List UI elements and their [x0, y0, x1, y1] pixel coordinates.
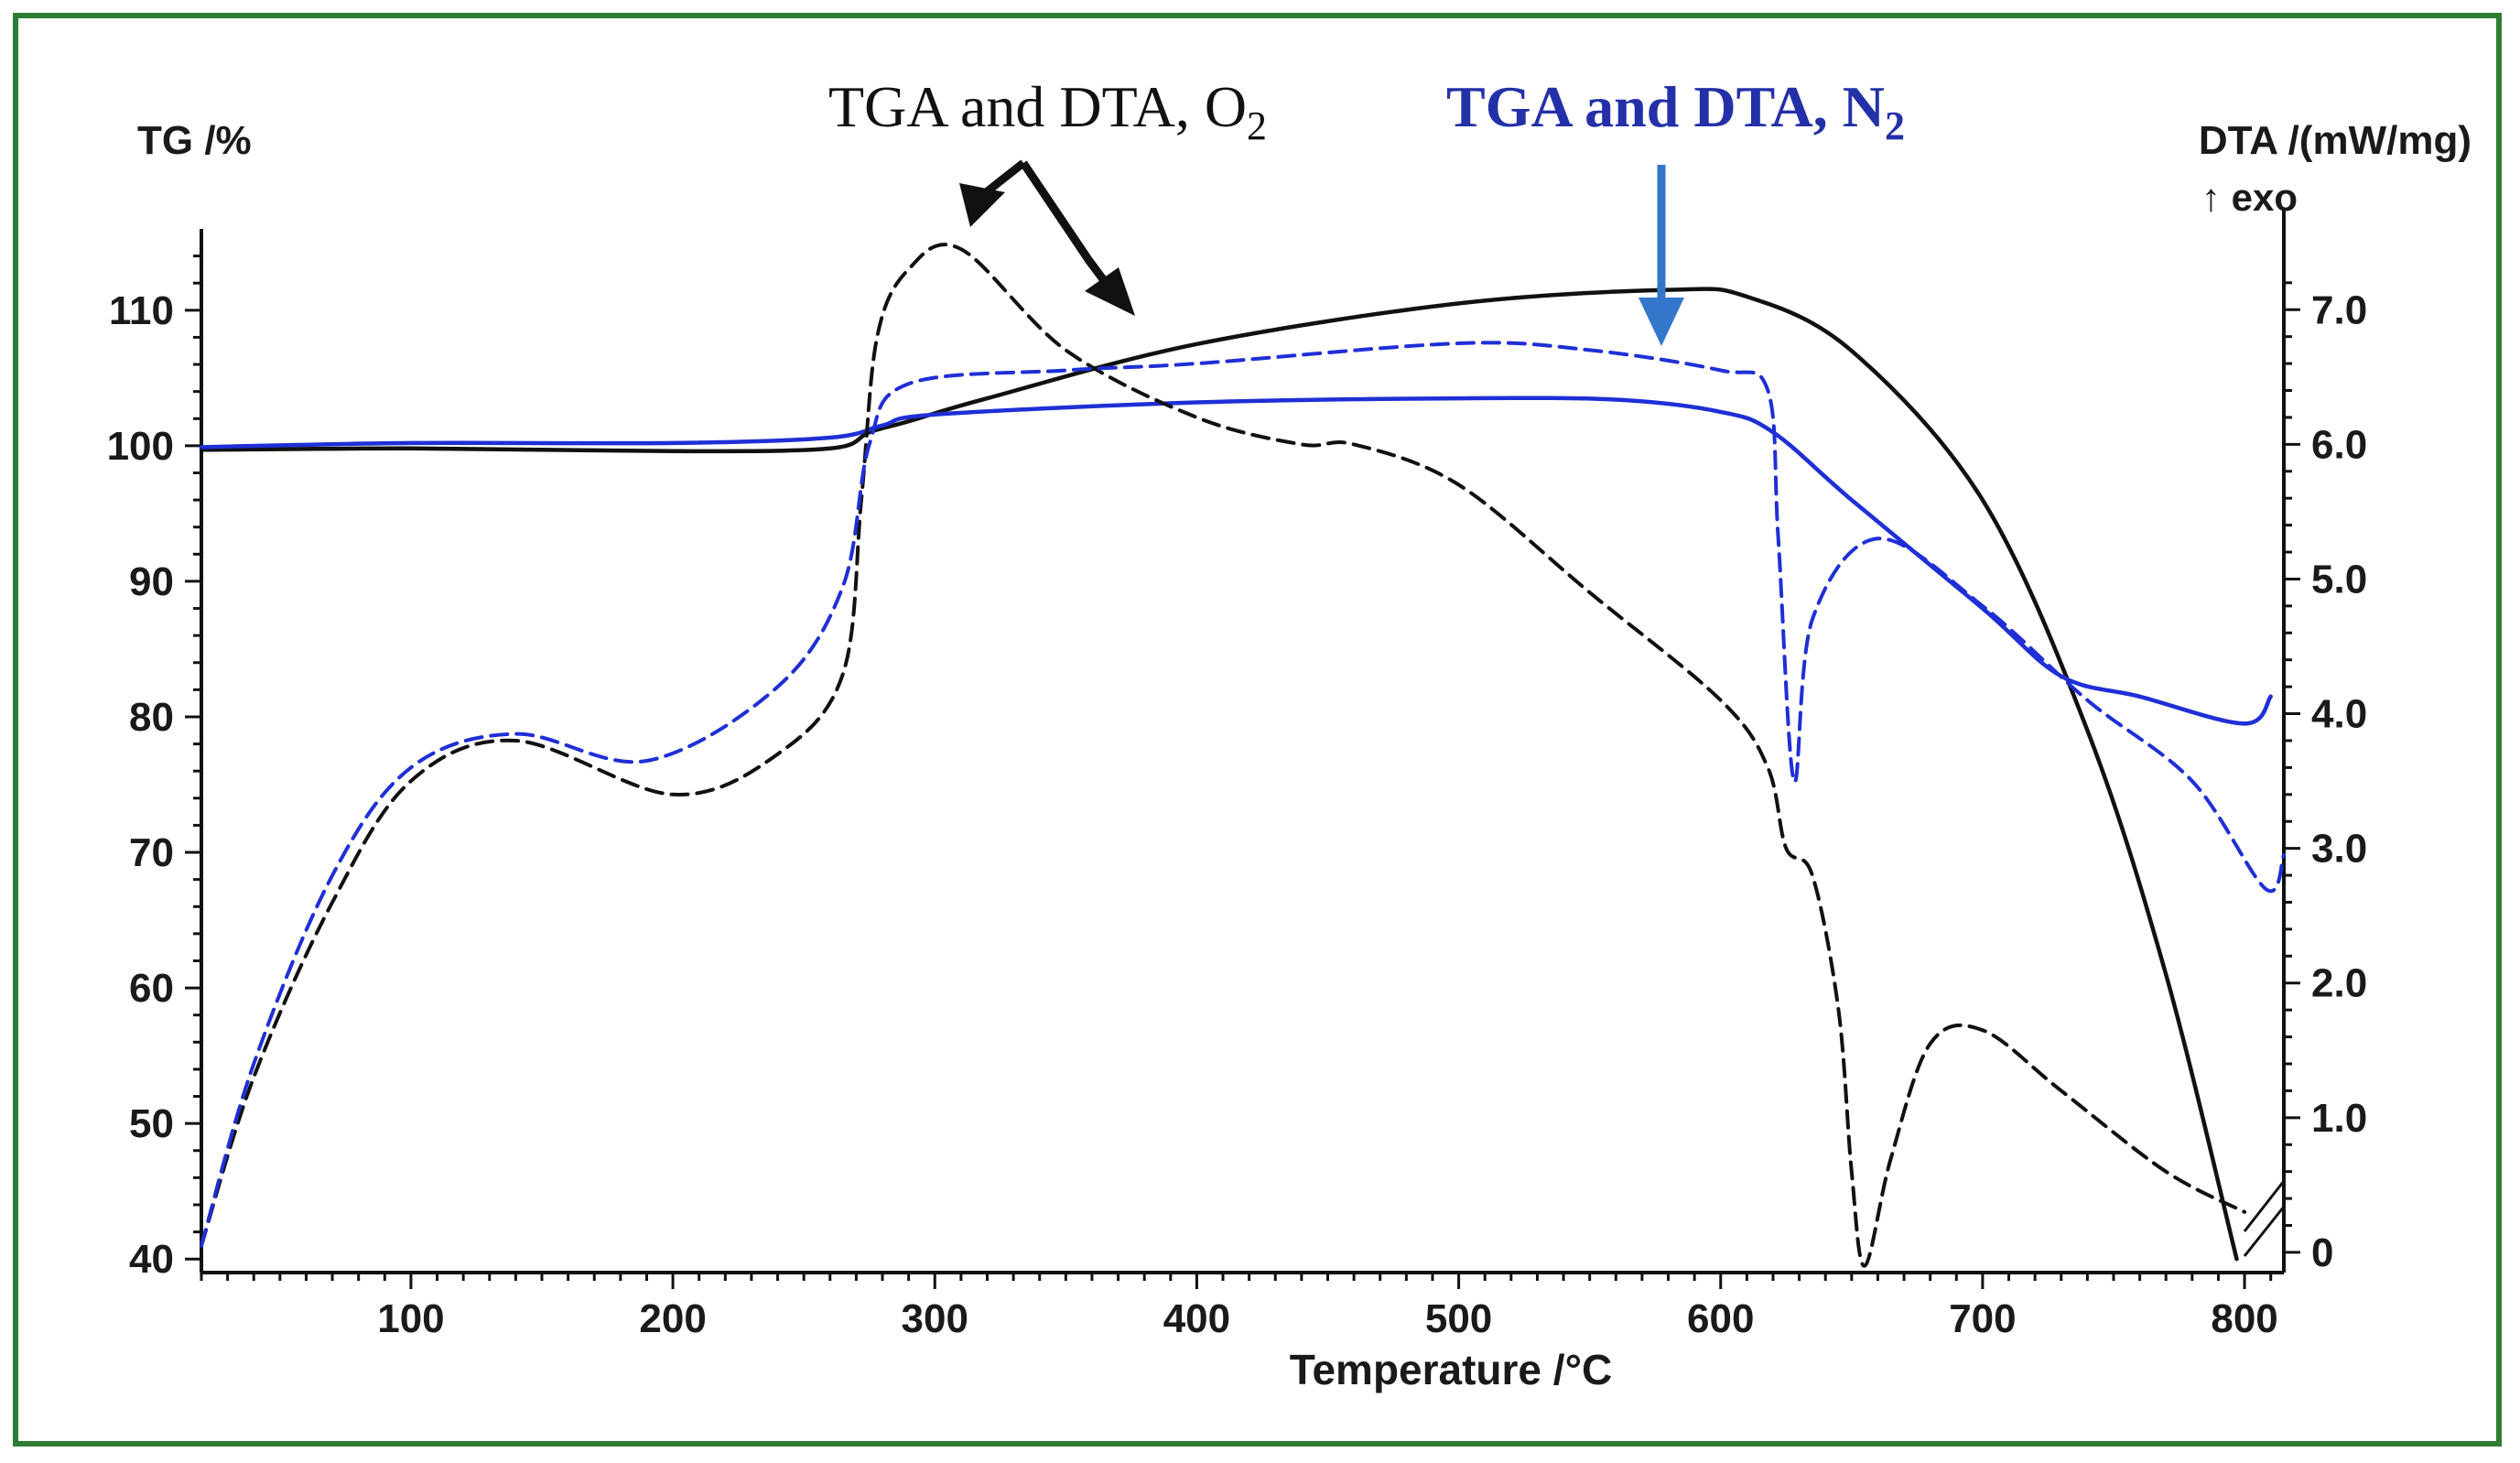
y-left-tick-label: 100 [107, 424, 174, 469]
axis-break-mark [2243, 1180, 2286, 1232]
annotation-n2: TGA and DTA, N2 [1446, 74, 1905, 148]
annotation-o2-text: TGA and DTA, O [828, 74, 1247, 139]
series-line-tga-o2 [199, 287, 2239, 1262]
y-left-tick-label: 110 [109, 288, 174, 333]
o2-arrow-right-head [1085, 267, 1135, 316]
y-right-tick-label: 0 [2311, 1230, 2333, 1275]
o2-arrow-right-shaft [1020, 160, 1107, 282]
y-axis-right-label: DTA /(mW/mg) [2199, 118, 2471, 163]
y-right-tick-label: 2.0 [2311, 961, 2367, 1006]
annotation-o2: TGA and DTA, O2 [828, 74, 1267, 148]
y-left-tick-label: 60 [129, 966, 174, 1011]
n2-arrow [1639, 165, 1684, 346]
annotation-n2-text: TGA and DTA, N [1446, 74, 1885, 139]
annotation-o2-subscript: 2 [1247, 103, 1267, 148]
n2-arrow-head [1639, 298, 1684, 346]
y-right-tick-label: 5.0 [2311, 557, 2367, 601]
tick-marks: 100 200 300 400 500 600 700 800 40 50 60 70 80 90 100 1… [107, 255, 2367, 1341]
x-tick-label: 400 [1163, 1296, 1230, 1341]
x-tick-label: 200 [639, 1296, 706, 1341]
y-right-tick-label: 1.0 [2311, 1096, 2367, 1141]
axis-break-mark [2243, 1206, 2286, 1257]
x-tick-label: 600 [1687, 1296, 1754, 1341]
axis-break-marks [2243, 1180, 2286, 1257]
x-axis-label: Temperature /°C [1290, 1346, 1612, 1393]
y-right-tick-label: 6.0 [2311, 422, 2367, 467]
y-left-tick-label: 90 [129, 559, 174, 604]
o2-arrow-left-head [959, 183, 1005, 227]
series-line-dta-n2 [200, 341, 2286, 1248]
y-right-tick-label: 4.0 [2311, 692, 2367, 737]
x-tick-label: 100 [377, 1296, 444, 1341]
x-tick-label: 300 [902, 1296, 968, 1341]
y-axis-right-exo-label: ↑ exo [2201, 176, 2298, 219]
x-tick-label: 500 [1425, 1296, 1492, 1341]
annotation-n2-subscript: 2 [1885, 103, 1905, 148]
o2-arrows [959, 159, 1135, 316]
x-tick-label: 800 [2211, 1296, 2277, 1341]
y-left-tick-label: 40 [129, 1237, 174, 1282]
y-right-tick-label: 7.0 [2311, 287, 2367, 332]
y-axis-left-label: TG /% [137, 118, 252, 163]
x-tick-label: 700 [1949, 1296, 2016, 1341]
y-left-tick-label: 80 [129, 695, 174, 740]
y-left-tick-label: 50 [129, 1101, 174, 1146]
series-line-tga-n2 [199, 396, 2273, 726]
series-layer [199, 243, 2286, 1268]
y-right-tick-label: 3.0 [2311, 827, 2367, 872]
y-left-tick-label: 70 [129, 830, 174, 875]
series-line-dta-o2 [200, 243, 2247, 1268]
